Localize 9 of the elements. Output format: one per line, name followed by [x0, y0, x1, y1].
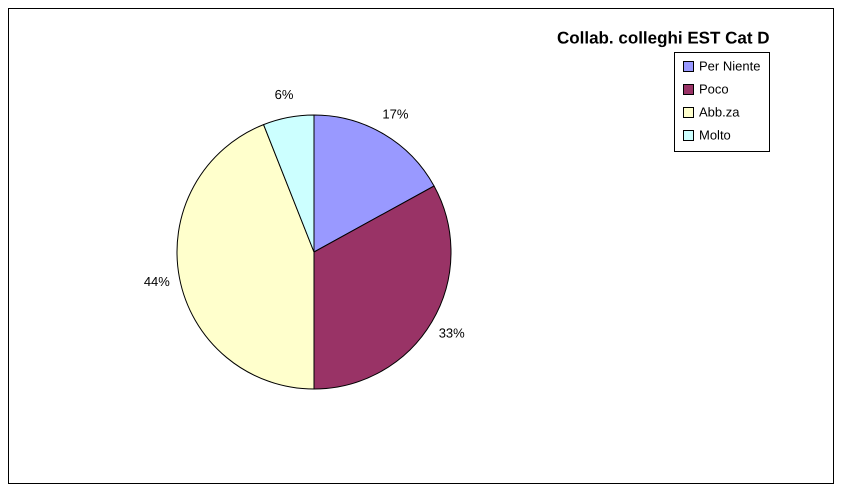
legend-label: Abb.za	[699, 104, 740, 120]
data-label: 6%	[274, 86, 294, 102]
data-label: 44%	[144, 274, 170, 289]
data-label: 33%	[438, 325, 466, 340]
legend-label: Per Niente	[699, 58, 760, 74]
legend-label: Poco	[699, 82, 729, 96]
legend-label: Molto	[699, 128, 731, 142]
data-label: 17%	[382, 106, 409, 122]
chart-title: Collab. colleghi EST Cat D	[556, 28, 770, 48]
